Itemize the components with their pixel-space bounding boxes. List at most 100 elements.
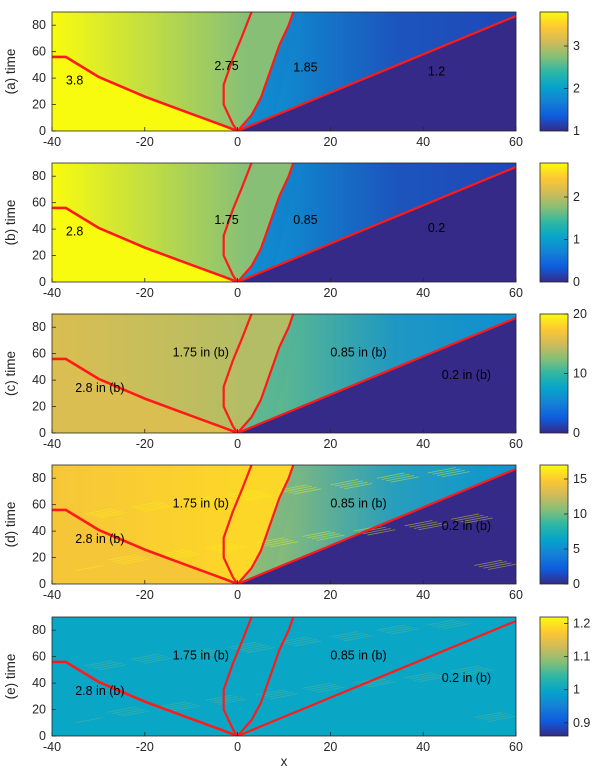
- x-tick-label: 40: [416, 588, 430, 602]
- left-state-region: [52, 358, 238, 433]
- colorbar-tick-label: 10: [573, 507, 587, 521]
- front-curve: [52, 357, 239, 433]
- colorbar-tick-label: 5: [573, 542, 580, 556]
- front-curve: [236, 314, 295, 433]
- annotation-label: 1.2: [428, 64, 445, 78]
- texture-streak: [450, 665, 479, 672]
- texture-streak: [158, 701, 187, 708]
- y-tick-label: 20: [32, 98, 46, 112]
- texture-streak: [283, 637, 312, 644]
- texture-streak: [256, 537, 285, 544]
- texture-streak: [232, 643, 261, 650]
- texture-streak: [437, 469, 466, 476]
- x-tick-label: 20: [323, 740, 337, 754]
- x-tick-label: 60: [509, 437, 523, 451]
- front-curve: [236, 12, 295, 131]
- front-curve: [222, 314, 253, 433]
- colorbar: 0 5 10 15: [539, 464, 587, 591]
- x-tick-label: -20: [136, 135, 154, 149]
- x-tick-label: -40: [43, 588, 61, 602]
- x-tick-label: -40: [43, 437, 61, 451]
- texture-streak: [460, 668, 489, 675]
- colorbar-tick-label: 15: [573, 472, 587, 486]
- texture-streak: [441, 623, 470, 630]
- texture-streak: [205, 694, 234, 701]
- annotation-label: 0.2 in (b): [442, 519, 491, 533]
- y-tick-label: 0: [39, 426, 46, 440]
- texture-streak: [404, 672, 433, 679]
- texture-streak: [237, 492, 266, 499]
- x-tick-label: 40: [416, 135, 430, 149]
- front-curve: [222, 465, 253, 584]
- y-axis-label: (b) time: [3, 200, 18, 246]
- x-tick-label: 0: [234, 286, 241, 300]
- texture-streak: [75, 565, 104, 572]
- texture-streak: [283, 485, 312, 492]
- front-curve: [52, 660, 239, 736]
- texture-streak: [330, 479, 359, 486]
- texture-streak: [107, 706, 136, 713]
- annotation-label: 2.8 in (b): [75, 684, 124, 698]
- colorbar-gradient: [539, 464, 569, 585]
- panel-c: 2.8 in (b) 1.75 in (b) 0.85 in (b) 0.2 in (…: [3, 307, 587, 451]
- y-tick-label: 60: [32, 45, 46, 59]
- annotation-label: 1.75 in (b): [173, 496, 229, 510]
- texture-streak: [191, 498, 220, 506]
- panel-b: 2.81.75 0.850.2-40 -20 0 20 40 60020406080(b) …: [3, 162, 580, 300]
- texture-streak: [158, 549, 187, 556]
- texture-streak: [288, 487, 317, 494]
- texture-streak: [130, 653, 159, 660]
- texture-streak: [455, 514, 484, 521]
- texture-streak: [89, 661, 118, 668]
- annotation-label: 0.85 in (b): [330, 648, 386, 662]
- y-tick-label: 20: [32, 551, 46, 565]
- x-tick-label: 0: [234, 588, 241, 602]
- texture-streak: [75, 717, 104, 724]
- texture-streak: [116, 557, 145, 564]
- texture-streak: [409, 673, 438, 680]
- y-tick-label: 20: [32, 703, 46, 717]
- colorbar-tick-label: 1: [573, 233, 580, 247]
- panel-d: 2.8 in (b) 1.75 in (b) 0.85 in (b) 0.2 in (…: [3, 464, 587, 602]
- texture-streak: [316, 534, 345, 541]
- texture-streak: [195, 500, 224, 507]
- y-tick-label: 0: [39, 729, 46, 743]
- texture-streak: [483, 562, 512, 569]
- texture-streak: [214, 697, 243, 704]
- y-axis-label: (a) time: [3, 49, 18, 95]
- x-tick-label: 60: [509, 286, 523, 300]
- y-axis-label: (c) time: [3, 351, 18, 396]
- y-tick-label: 20: [32, 249, 46, 263]
- colorbar-tick-label: 0: [573, 577, 580, 591]
- texture-streak: [330, 631, 359, 638]
- x-tick-label: 40: [416, 740, 430, 754]
- texture-streak: [311, 533, 340, 540]
- texture-streak: [98, 512, 127, 519]
- y-tick-label: 60: [32, 650, 46, 664]
- axes-frame: [51, 616, 517, 737]
- texture-streak: [93, 510, 122, 517]
- texture-streak: [362, 528, 391, 535]
- colorbar-tick-label: 2: [573, 190, 580, 204]
- texture-streak: [404, 520, 433, 527]
- axes-frame: [51, 11, 517, 132]
- texture-streak: [84, 508, 113, 515]
- colorbar-tick-label: 1.1: [573, 650, 590, 664]
- texture-streak: [107, 554, 136, 561]
- left-state-region: [52, 56, 238, 131]
- y-tick-label: 60: [32, 196, 46, 210]
- annotation-label: 2.8 in (b): [75, 532, 124, 546]
- texture-streak: [316, 686, 345, 693]
- texture-streak: [302, 682, 331, 689]
- texture-streak: [432, 468, 461, 475]
- texture-streak: [242, 493, 271, 500]
- texture-streak: [302, 530, 331, 537]
- texture-streak: [270, 693, 298, 700]
- texture-streak: [163, 702, 192, 709]
- annotation-label: 2.8: [66, 225, 83, 239]
- texture-streak: [334, 480, 363, 487]
- colorbar-tick-label: 1.2: [573, 617, 590, 631]
- texture-streak: [427, 619, 456, 626]
- texture-streak: [195, 652, 224, 659]
- right-state-region: [274, 163, 516, 267]
